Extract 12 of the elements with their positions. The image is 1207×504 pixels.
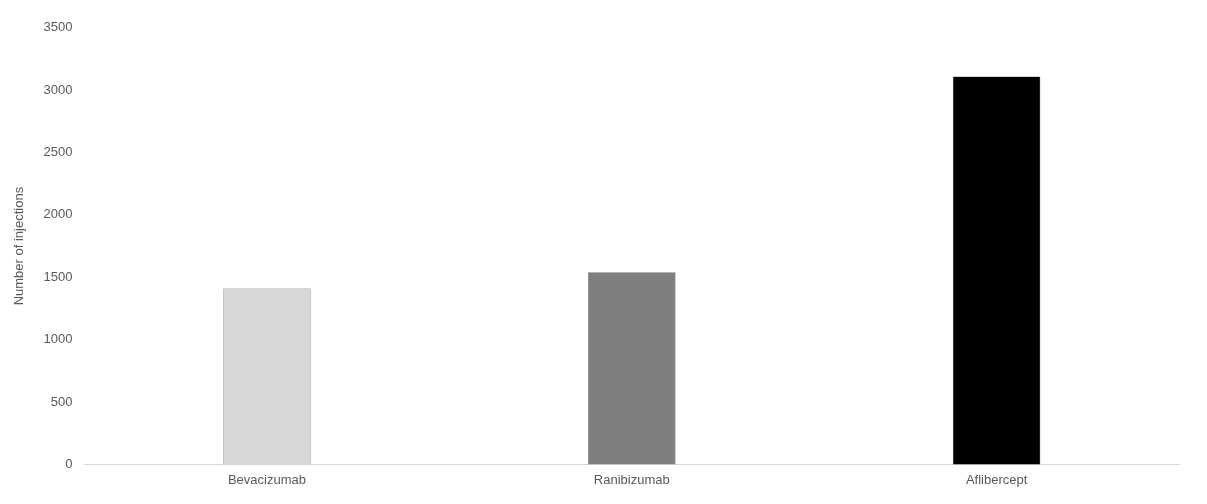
y-tick-label: 2000	[43, 206, 73, 222]
y-tick-label: 1500	[43, 268, 73, 284]
y-axis-title: Number of injections	[11, 186, 27, 306]
y-tick-label: 2500	[43, 144, 73, 160]
y-tick-label: 1000	[43, 331, 73, 347]
x-tick-label: Aflibercept	[965, 471, 1028, 487]
y-tick-label: 3000	[43, 81, 73, 97]
y-tick-label: 0	[65, 455, 73, 471]
y-tick-label: 500	[50, 393, 73, 409]
y-tick-label: 3500	[43, 19, 73, 35]
x-tick-label: Ranibizumab	[593, 471, 670, 487]
x-tick-label: Bevacizumab	[227, 471, 306, 487]
